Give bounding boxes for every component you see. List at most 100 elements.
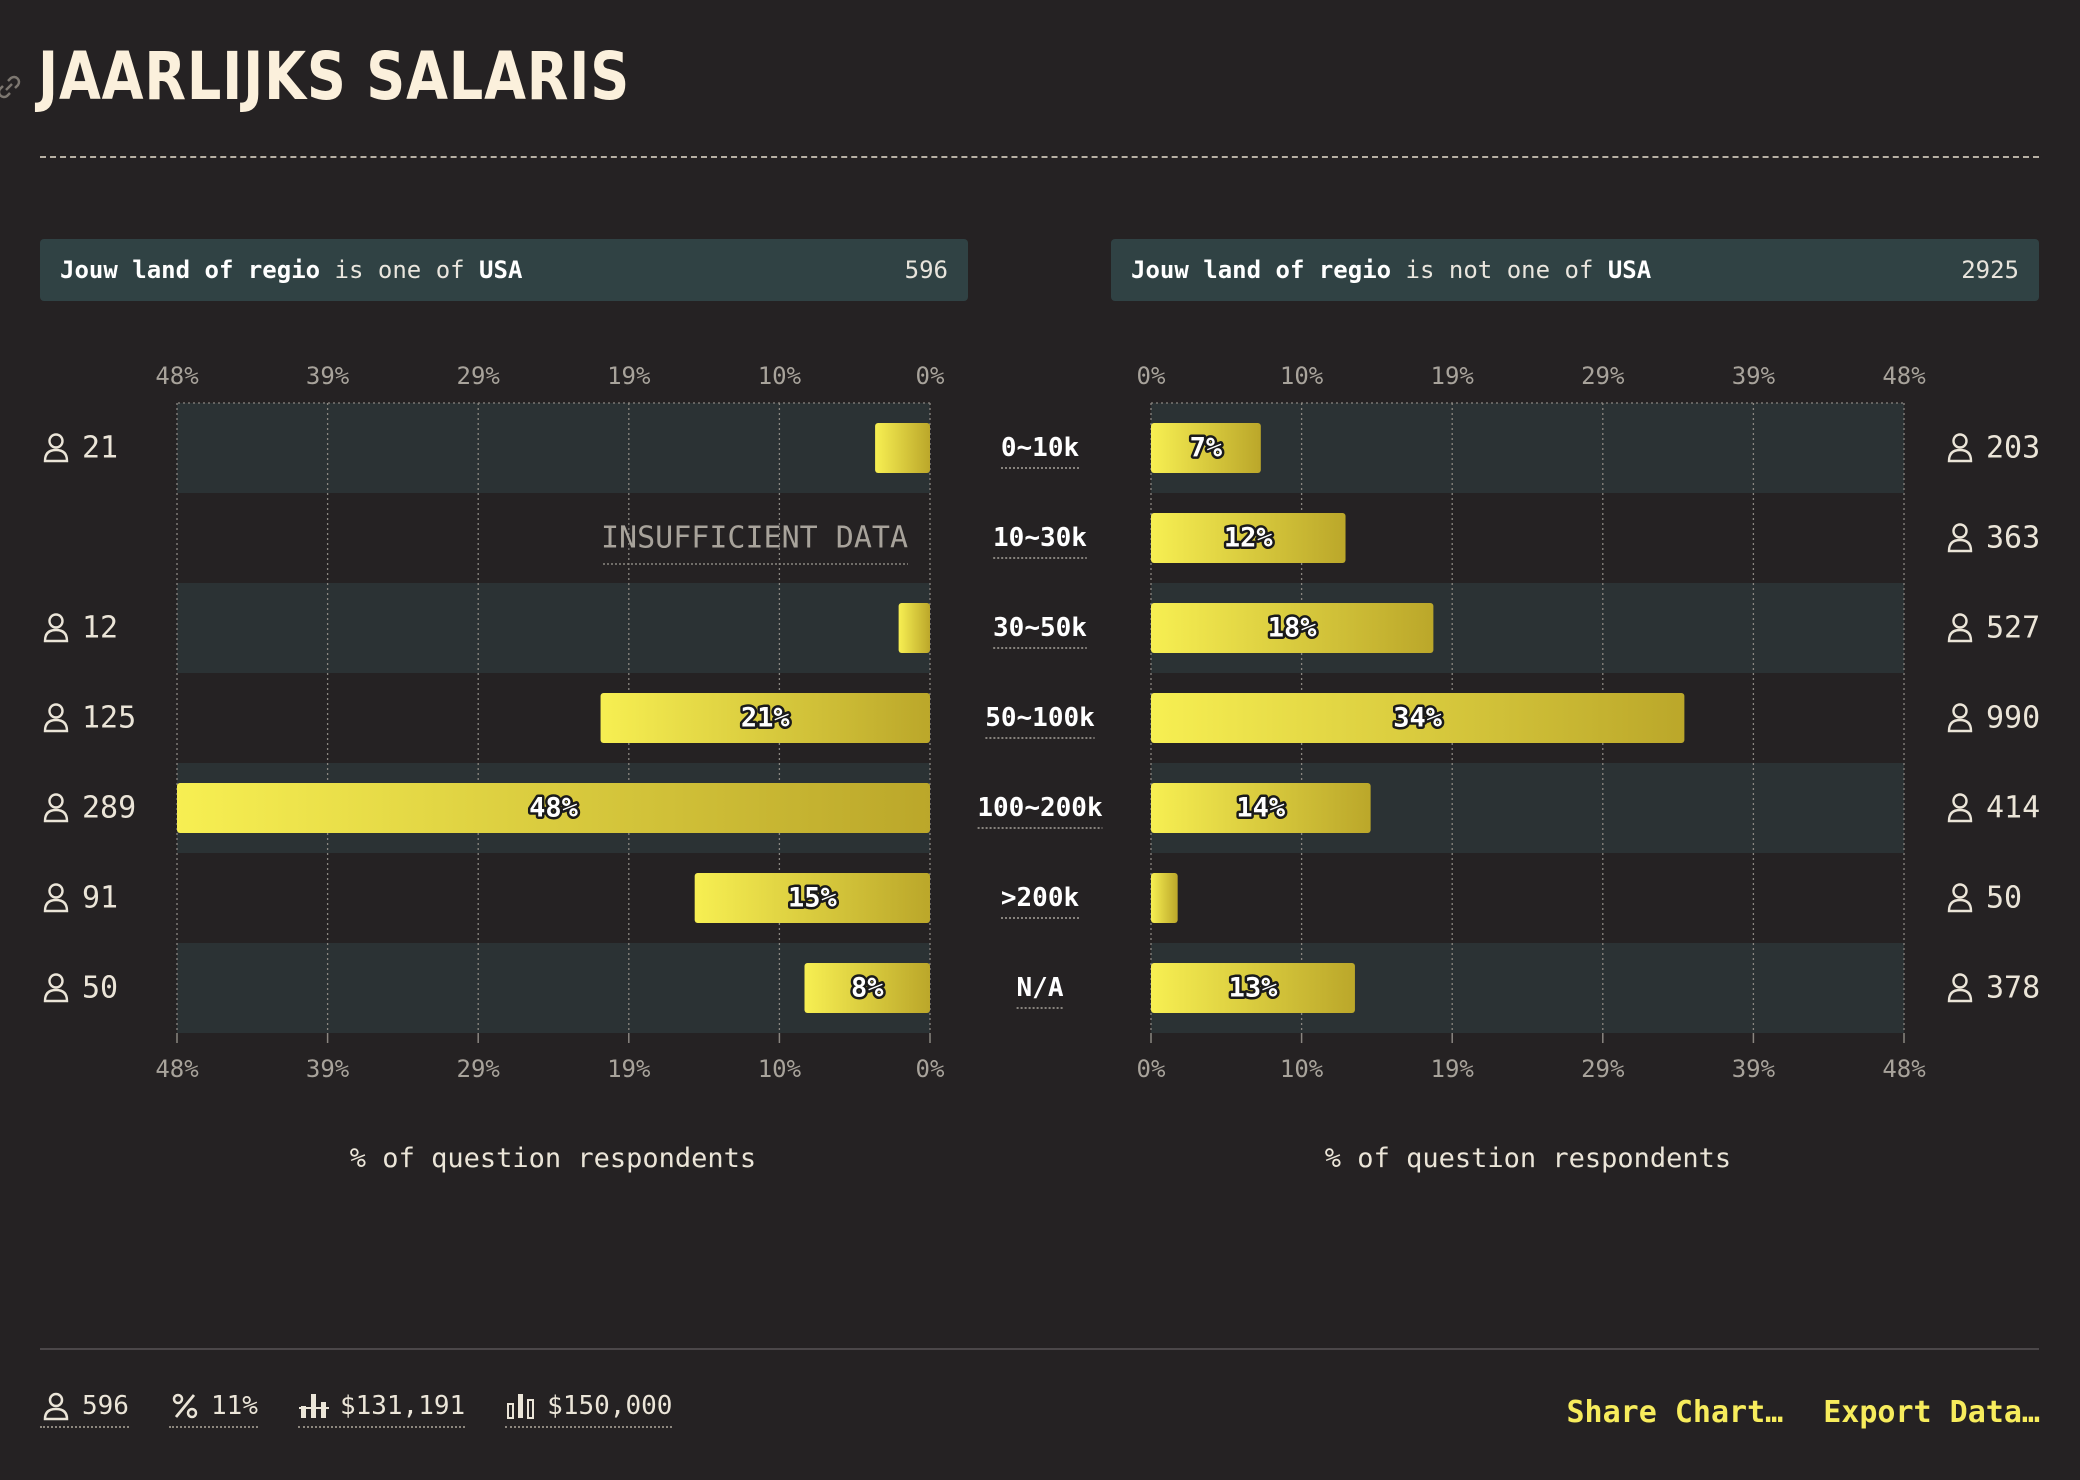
person-icon-head — [1952, 703, 1968, 719]
export-data-button[interactable]: Export Data… — [1823, 1395, 2040, 1430]
right-count-label: 990 — [1986, 701, 2040, 736]
person-icon-head — [1952, 523, 1968, 539]
person-icon — [43, 433, 69, 463]
person-icon-head — [48, 793, 64, 809]
person-icon-head — [48, 433, 64, 449]
stat-average[interactable]: $131,191 — [297, 1390, 466, 1428]
left-bar — [875, 423, 930, 473]
category-label: 0~10k — [1001, 433, 1080, 463]
person-icon — [1947, 523, 1973, 553]
person-icon — [43, 703, 69, 733]
footer-divider — [40, 1348, 2039, 1350]
salary-bar-chart: 0% 0% 10% 10% 19% 19% 29% 29% 39% 39% 48% 48% 0% 0% 10… — [43, 362, 2040, 1174]
left-tick-label-bottom: 19% — [607, 1055, 651, 1083]
filter-description: Jouw land of regio is one of USA — [60, 256, 523, 284]
person-icon-body — [1947, 808, 1973, 823]
person-icon — [43, 973, 69, 1003]
person-icon-body — [43, 898, 69, 913]
right-tick-label-bottom: 48% — [1882, 1055, 1926, 1083]
right-tick-label-top: 29% — [1581, 362, 1625, 390]
left-bar — [898, 603, 930, 653]
right-bar — [1151, 423, 1261, 473]
person-icon — [43, 793, 69, 823]
right-bar-value-label: 14% — [1236, 793, 1286, 824]
chart-actions: Share Chart… Export Data… — [1567, 1395, 2041, 1430]
left-tick-label-top: 29% — [457, 362, 501, 390]
average-bars-icon — [298, 1394, 329, 1418]
left-bar-value-label: 8% — [851, 973, 884, 1004]
right-bar-value-label: 13% — [1229, 973, 1279, 1004]
stat-median[interactable]: $150,000 — [505, 1390, 673, 1428]
category-label: 100~200k — [977, 793, 1103, 823]
person-icon-body — [1947, 898, 1973, 913]
left-tick-label-bottom: 0% — [916, 1055, 945, 1083]
right-tick-label-bottom: 10% — [1280, 1055, 1324, 1083]
category-label: 30~50k — [993, 613, 1087, 643]
person-icon — [1947, 883, 1973, 913]
stat-percentage[interactable]: 11% — [168, 1390, 258, 1428]
person-icon-body — [43, 628, 69, 643]
row-band — [177, 403, 930, 493]
right-tick-label-bottom: 39% — [1732, 1055, 1776, 1083]
title-divider — [40, 156, 2039, 158]
left-bar-value-label: 21% — [741, 703, 791, 734]
right-axis-title: % of question respondents — [1325, 1143, 1731, 1174]
right-tick-label-top: 0% — [1137, 362, 1166, 390]
filter-count: 2925 — [1961, 256, 2019, 284]
right-count-label: 363 — [1986, 521, 2040, 556]
right-tick-label-bottom: 29% — [1581, 1055, 1625, 1083]
filter-header-non-usa: Jouw land of regio is not one of USA 292… — [1111, 239, 2039, 301]
link-icon[interactable] — [0, 72, 24, 102]
left-count-label: 125 — [82, 701, 136, 736]
right-tick-label-bottom: 0% — [1137, 1055, 1166, 1083]
right-bar — [1151, 783, 1371, 833]
left-axis-title: % of question respondents — [350, 1143, 756, 1174]
person-icon-head — [1952, 883, 1968, 899]
share-chart-button[interactable]: Share Chart… — [1566, 1395, 1784, 1430]
person-icon — [1947, 703, 1973, 733]
right-bar-value-label: 7% — [1190, 433, 1223, 464]
left-tick-label-bottom: 39% — [306, 1055, 350, 1083]
right-bar — [1151, 873, 1178, 923]
left-tick-label-top: 19% — [607, 362, 651, 390]
person-icon-body — [1947, 448, 1973, 463]
right-bar — [1151, 693, 1685, 743]
person-icon-head — [1952, 433, 1968, 449]
insufficient-data-label: INSUFFICIENT DATA — [601, 521, 908, 556]
left-bar — [600, 693, 930, 743]
left-bar-value-label: 48% — [529, 793, 579, 824]
right-count-label: 203 — [1986, 431, 2040, 466]
page-title: JAARLIJKS SALARIS — [38, 38, 631, 115]
filter-description: Jouw land of regio is not one of USA — [1131, 256, 1652, 284]
row-band — [177, 583, 930, 673]
person-icon-body — [43, 718, 69, 733]
left-tick-label-bottom: 10% — [758, 1055, 802, 1083]
right-count-label: 50 — [1986, 881, 2022, 916]
left-count-label: 12 — [82, 611, 118, 646]
person-icon-head — [48, 613, 64, 629]
person-icon-body — [43, 448, 69, 463]
right-bar — [1151, 513, 1346, 563]
right-bar-value-label: 34% — [1393, 703, 1443, 734]
left-count-label: 50 — [82, 971, 118, 1006]
left-tick-label-top: 10% — [758, 362, 802, 390]
person-icon-head — [1952, 973, 1968, 989]
right-count-label: 378 — [1986, 971, 2040, 1006]
left-bar-value-label: 15% — [788, 883, 838, 914]
person-icon-body — [1947, 538, 1973, 553]
person-icon-head — [48, 883, 64, 899]
left-tick-label-bottom: 48% — [155, 1055, 199, 1083]
summary-stats: 596 11% $131,191 $150,000 — [40, 1390, 673, 1428]
person-icon-body — [1947, 988, 1973, 1003]
right-count-label: 527 — [1986, 611, 2040, 646]
stat-respondents[interactable]: 596 — [40, 1390, 129, 1428]
right-tick-label-top: 48% — [1882, 362, 1926, 390]
category-label: 50~100k — [985, 703, 1095, 733]
right-tick-label-top: 10% — [1280, 362, 1324, 390]
right-bar — [1151, 603, 1434, 653]
left-tick-label-top: 48% — [155, 362, 199, 390]
left-tick-label-top: 0% — [916, 362, 945, 390]
left-tick-label-bottom: 29% — [457, 1055, 501, 1083]
filter-count: 596 — [904, 256, 948, 284]
person-icon — [1947, 973, 1973, 1003]
